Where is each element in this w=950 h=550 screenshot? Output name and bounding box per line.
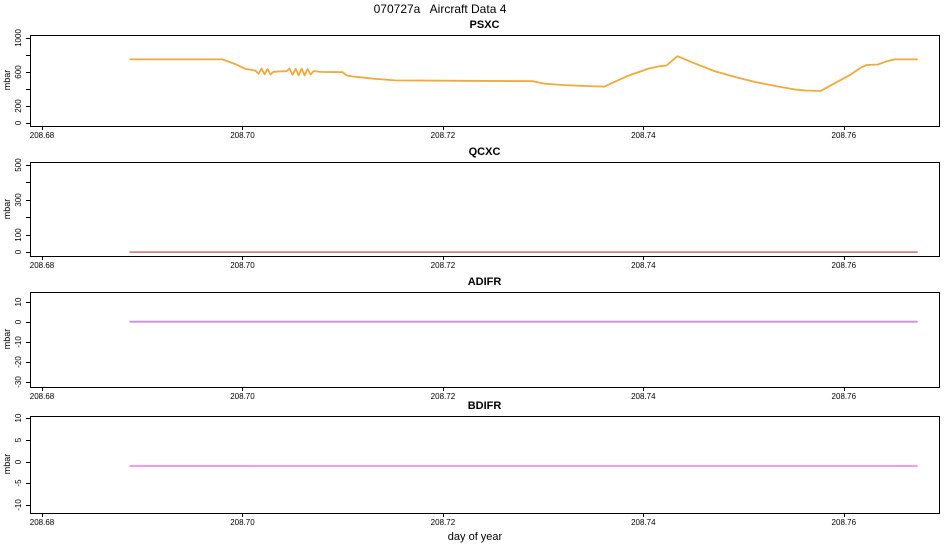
x-tick-label: 208.70 (230, 261, 255, 270)
y-axis-label-qcxc: mbar (2, 198, 12, 220)
x-tick-label: 208.74 (631, 518, 656, 527)
x-tick-label: 208.72 (430, 392, 456, 401)
x-tick-label: 208.76 (831, 131, 857, 140)
x-tick-label: 208.70 (230, 518, 255, 527)
y-tick-label: 1000 (14, 29, 23, 48)
panel-title-qcxc: QCXC (468, 146, 501, 158)
x-tick-label: 208.70 (230, 131, 255, 140)
x-tick-label: 208.74 (631, 392, 656, 401)
y-axis-label-adifr: mbar (2, 328, 12, 350)
panel-box-bdifr (30, 416, 940, 514)
x-tick-label: 208.68 (29, 392, 55, 401)
panel-title-psxc: PSXC (469, 19, 500, 31)
x-tick-label: 208.76 (831, 392, 857, 401)
x-axis-label: day of year (447, 531, 503, 543)
panel-box-adifr (30, 292, 940, 388)
figure-title: 070727a Aircraft Data 4 (373, 2, 507, 16)
x-tick-label: 208.68 (29, 131, 55, 140)
x-tick-label: 208.68 (29, 261, 55, 270)
x-tick-label: 208.76 (831, 261, 857, 270)
x-tick-label: 208.76 (831, 518, 857, 527)
y-tick-label: 600 (14, 65, 23, 79)
y-tick-label: 200 (14, 99, 23, 113)
psxc-series-line (129, 55, 918, 92)
y-tick-label: 300 (14, 193, 23, 207)
x-tick-label: 208.68 (29, 518, 55, 527)
y-tick-label: 100 (14, 228, 23, 242)
x-tick-label: 208.70 (230, 392, 255, 401)
panel-box-qcxc (30, 162, 940, 257)
x-tick-label: 208.72 (430, 261, 456, 270)
panel-title-bdifr: BDIFR (467, 400, 502, 412)
panel-title-adifr: ADIFR (467, 276, 502, 288)
x-tick-label: 208.72 (430, 518, 456, 527)
y-tick-label: 500 (14, 157, 23, 172)
x-tick-label: 208.74 (631, 261, 656, 270)
y-axis-label-bdifr: mbar (2, 453, 12, 475)
y-axis-label-psxc: mbar (2, 69, 12, 91)
x-tick-label: 208.72 (430, 131, 456, 140)
panel-box-psxc (30, 35, 940, 127)
x-tick-label: 208.74 (631, 131, 656, 140)
